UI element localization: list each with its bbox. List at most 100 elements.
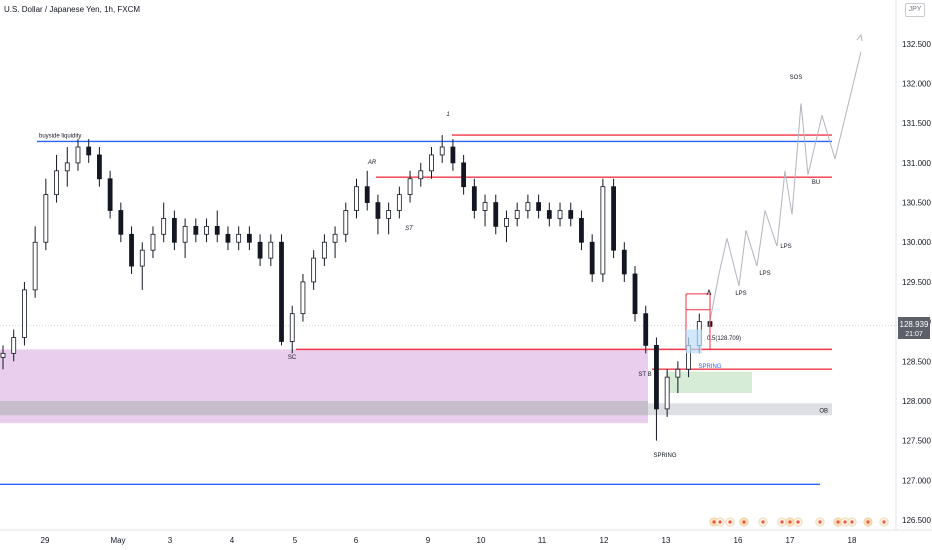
- candle-body: [525, 202, 531, 211]
- currency-label[interactable]: JPY: [905, 3, 925, 17]
- time-tick-label: 12: [600, 536, 609, 545]
- candle-body: [546, 210, 552, 219]
- chart-annotation: SOS: [790, 75, 803, 81]
- candle-body: [246, 233, 252, 243]
- projection-segment: [708, 273, 720, 326]
- chart-annotation: 1: [446, 112, 449, 118]
- candle-body: [429, 154, 434, 172]
- event-icon-dot: [718, 520, 722, 524]
- time-tick-label: 11: [538, 536, 547, 545]
- chart-annotation: LPS: [759, 271, 770, 277]
- chart-annotation: LPS: [780, 244, 791, 250]
- price-tick-label: 128.000: [902, 397, 931, 406]
- candle-body: [32, 241, 38, 291]
- time-tick-label: 6: [354, 536, 359, 545]
- projection-path-layer: [685, 33, 863, 354]
- event-icon-dot: [836, 520, 840, 524]
- candle-body: [654, 345, 659, 410]
- projection-segment: [791, 103, 802, 215]
- event-icon-dot: [780, 520, 784, 524]
- price-tick-label: 131.000: [902, 159, 931, 168]
- candle-body: [268, 241, 274, 259]
- candle-body: [54, 170, 59, 196]
- candle-body: [332, 233, 338, 243]
- event-icon-dot: [761, 520, 765, 524]
- time-tick-label: 17: [786, 536, 795, 545]
- candle-body: [139, 249, 145, 267]
- candle-body: [418, 170, 424, 180]
- candle-body: [450, 146, 456, 164]
- candle-body: [129, 233, 134, 267]
- candle-body: [311, 257, 317, 283]
- projection-arrowhead: [856, 33, 863, 42]
- zone-box: [0, 400, 648, 416]
- event-icon-dot: [866, 520, 870, 524]
- chart-title: U.S. Dollar / Japanese Yen, 1h, FXCM: [4, 5, 141, 14]
- projection-segment: [756, 210, 766, 267]
- candle-body: [182, 225, 188, 243]
- candle-body: [514, 210, 520, 219]
- chart-annotation: ST B: [638, 372, 651, 378]
- candle-body: [214, 225, 220, 235]
- price-tick-label: 127.000: [902, 476, 931, 485]
- price-badge-bg: [898, 317, 930, 339]
- candle-body: [236, 233, 242, 243]
- candle-body: [504, 218, 509, 227]
- candle-body: [64, 162, 70, 172]
- economic-events: [709, 517, 889, 527]
- candle-body: [396, 194, 402, 211]
- candle-body: [621, 249, 627, 275]
- candle-body: [471, 186, 477, 211]
- chart-annotation: LPS: [735, 291, 746, 297]
- projection-segment: [745, 230, 758, 267]
- event-icon-dot: [843, 520, 847, 524]
- candle-body: [482, 202, 488, 211]
- projection-segment: [800, 103, 809, 175]
- level-label: buyside liquidity: [39, 133, 81, 139]
- candle-body: [664, 376, 670, 410]
- time-tick-label: 5: [293, 536, 298, 545]
- projection-segment: [784, 170, 793, 215]
- time-tick-label: 18: [848, 536, 857, 545]
- candle-body: [204, 225, 209, 235]
- price-tick-label: 128.500: [902, 357, 931, 366]
- time-tick-label: May: [110, 536, 125, 545]
- candle-body: [118, 210, 124, 235]
- up-arrow: [706, 288, 712, 296]
- time-tick-label: 16: [734, 536, 743, 545]
- candle-body: [536, 202, 542, 211]
- zone-label: OB: [819, 408, 828, 414]
- event-icon-dot: [728, 520, 732, 524]
- current-price-value: 128.939: [900, 320, 929, 329]
- candle-body: [257, 241, 263, 259]
- current-price-badge: 128.939 21:07: [898, 317, 930, 339]
- candle-body: [611, 186, 616, 251]
- candle-body: [279, 241, 284, 342]
- zone-box: [648, 403, 832, 416]
- chart-annotation: AR: [367, 160, 377, 166]
- price-tick-label: 130.000: [902, 238, 931, 247]
- time-tick-label: 10: [477, 536, 486, 545]
- candle-body: [354, 186, 359, 211]
- event-icon-dot: [796, 520, 800, 524]
- candle-body: [439, 146, 445, 156]
- time-tick-label: 9: [426, 536, 431, 545]
- candle-body: [43, 194, 49, 243]
- chart-annotation: SPRING: [698, 364, 721, 370]
- candle-body: [0, 352, 6, 358]
- projection-segment: [718, 238, 728, 275]
- event-icon-dot: [882, 520, 886, 524]
- event-icon-dot: [742, 520, 746, 524]
- candle-body: [161, 218, 167, 235]
- price-tick-label: 130.500: [902, 199, 931, 208]
- price-tick-label: 126.500: [902, 516, 931, 525]
- event-icon-dot: [818, 520, 822, 524]
- candle-body: [461, 162, 467, 188]
- candle-body: [289, 313, 295, 342]
- candle-body: [493, 202, 499, 227]
- projection-segment: [807, 115, 823, 175]
- projection-segment: [738, 230, 747, 286]
- time-axis: 29 May 3 4 5 6 9 10 11 12 13 16 17 18: [41, 536, 857, 545]
- candle-body: [557, 210, 563, 219]
